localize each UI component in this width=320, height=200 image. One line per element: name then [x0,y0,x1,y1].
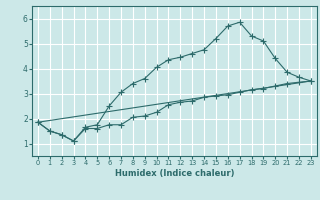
X-axis label: Humidex (Indice chaleur): Humidex (Indice chaleur) [115,169,234,178]
